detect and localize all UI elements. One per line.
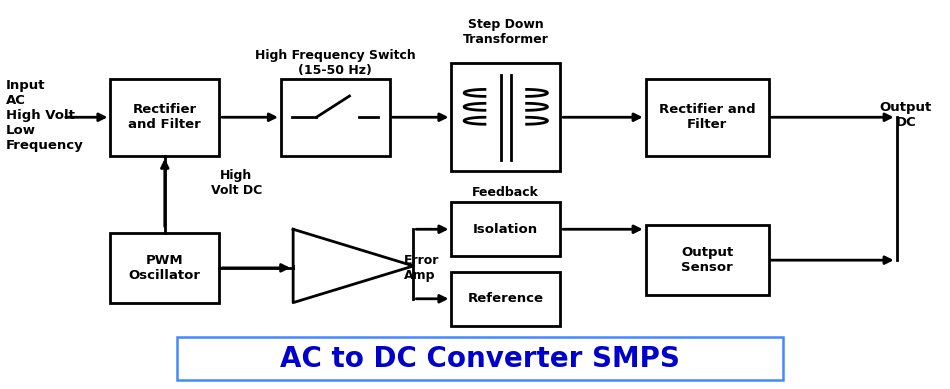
Text: High
Volt DC: High Volt DC [211, 169, 262, 197]
Text: AC to DC Converter SMPS: AC to DC Converter SMPS [280, 345, 679, 373]
Text: PWM
Oscillator: PWM Oscillator [129, 254, 200, 282]
Bar [451, 63, 560, 171]
Bar [645, 79, 769, 156]
Bar [110, 79, 219, 156]
Text: Rectifier
and Filter: Rectifier and Filter [128, 103, 201, 131]
Bar [177, 337, 783, 380]
Text: Reference: Reference [467, 292, 543, 305]
Bar [451, 272, 560, 326]
Text: Rectifier and
Filter: Rectifier and Filter [658, 103, 755, 131]
Text: Step Down
Transformer: Step Down Transformer [463, 18, 549, 46]
Bar [110, 233, 219, 303]
Polygon shape [294, 229, 413, 303]
Bar [645, 225, 769, 295]
Text: Isolation: Isolation [473, 223, 539, 236]
Text: Error
Amp: Error Amp [404, 254, 439, 282]
Bar [281, 79, 390, 156]
Text: Feedback: Feedback [472, 186, 540, 199]
Text: High Frequency Switch
(15-50 Hz): High Frequency Switch (15-50 Hz) [255, 49, 416, 77]
Text: Output
Sensor: Output Sensor [681, 246, 733, 274]
Text: Output
DC: Output DC [880, 101, 932, 129]
Bar [451, 202, 560, 256]
Text: Input
AC
High Volt
Low
Frequency: Input AC High Volt Low Frequency [6, 79, 84, 152]
